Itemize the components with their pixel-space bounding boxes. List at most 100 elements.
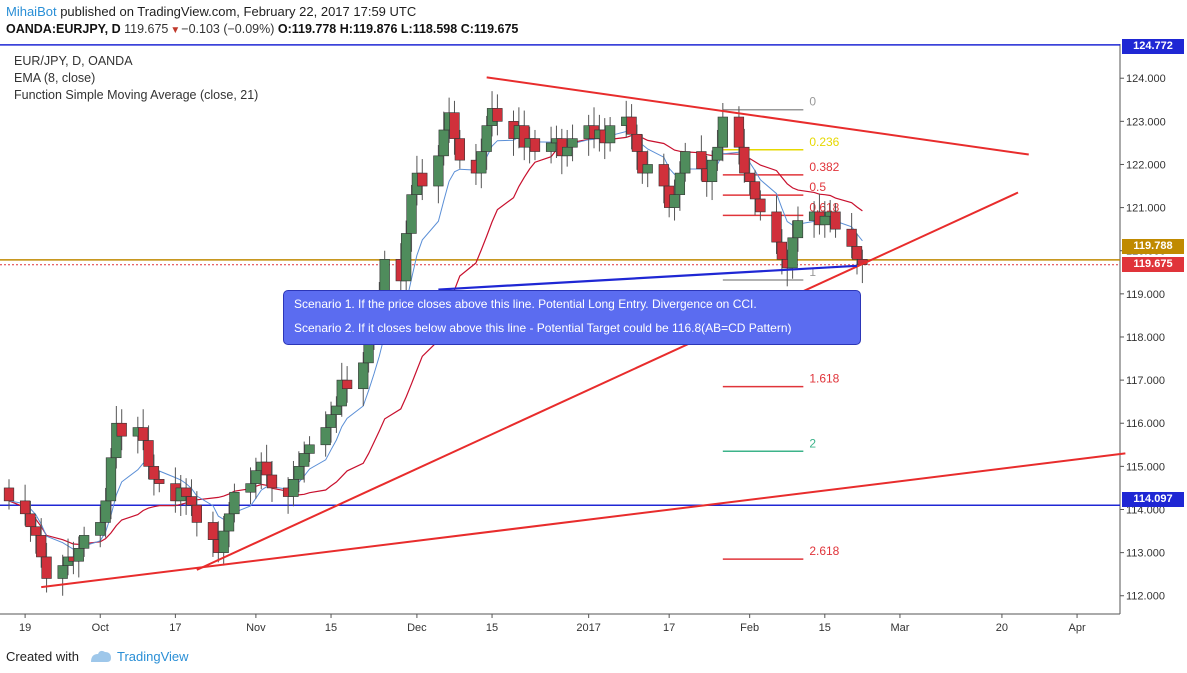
candle-body — [637, 151, 648, 174]
candle-body — [30, 526, 41, 536]
candle-body — [41, 556, 52, 579]
candle-body — [706, 159, 718, 183]
fib-label-2.618: 2.618 — [809, 544, 839, 558]
quote-row: OANDA:EURJPY, D 119.675 ▼−0.103 (−0.09%) … — [6, 22, 518, 36]
last-price: 119.675 — [124, 22, 169, 36]
legend-symbol: EUR/JPY, D, OANDA — [14, 54, 133, 68]
candle-body — [288, 479, 299, 497]
price-chart[interactable]: 112.000 113.000 114.000 115.000 116.000 117.0… — [0, 0, 1187, 643]
candle-body — [186, 496, 197, 506]
y-tick-label: 124.000 — [1126, 73, 1166, 85]
candle-body — [148, 466, 160, 480]
candle-body — [73, 548, 84, 562]
candle-body — [25, 513, 36, 528]
candle-body — [336, 379, 347, 407]
candle-body — [787, 237, 798, 269]
candle-body — [320, 427, 331, 446]
candle-body — [36, 535, 47, 558]
candle-body — [229, 491, 240, 515]
candle-body — [717, 116, 728, 148]
candle-body — [100, 500, 111, 523]
x-tick-label: 2017 — [576, 622, 600, 634]
candle-body — [207, 522, 219, 540]
candle-body — [771, 211, 782, 243]
candle-body — [293, 466, 304, 480]
fib-label-1: 1 — [809, 265, 816, 279]
candle-body — [631, 133, 643, 152]
fib-label-0.5: 0.5 — [809, 180, 826, 194]
fib-label-2: 2 — [809, 436, 816, 450]
candle-body — [744, 172, 755, 183]
candle-body — [245, 483, 256, 493]
x-tick-label: 17 — [663, 622, 675, 634]
x-tick-label: Oct — [92, 622, 109, 634]
scenario-1-text: Scenario 1. If the price closes above th… — [294, 297, 757, 311]
candle-body — [529, 138, 541, 152]
candle-body — [325, 414, 337, 428]
y-tick-label: 121.000 — [1126, 203, 1166, 215]
candle-body — [696, 151, 707, 170]
candle-body — [626, 116, 637, 135]
candle-body — [111, 422, 122, 459]
candle-body — [95, 522, 106, 536]
tradingview-link[interactable]: TradingView — [117, 649, 189, 664]
blue-trendline — [438, 264, 858, 291]
tradingview-logo-icon[interactable] — [89, 648, 113, 669]
price-tag-top: 124.772 — [1122, 39, 1184, 54]
candle-body — [438, 129, 449, 157]
candle-body — [223, 513, 235, 532]
candle-body — [105, 457, 117, 502]
publish-info: MihaiBot published on TradingView.com, F… — [6, 4, 416, 19]
candle-body — [266, 474, 278, 489]
candle-body — [492, 108, 503, 122]
candle-body — [519, 125, 530, 148]
candle-body — [680, 151, 691, 174]
y-tick-label: 113.000 — [1126, 548, 1165, 560]
symbol-label: OANDA:EURJPY, D — [6, 22, 121, 36]
x-tick-label: 15 — [325, 622, 337, 634]
author-link[interactable]: MihaiBot — [6, 4, 57, 19]
candle-body — [180, 487, 192, 497]
candle-body — [830, 211, 841, 230]
candle-body — [401, 233, 412, 282]
fib-label-1.618: 1.618 — [809, 372, 839, 386]
y-tick-label: 115.000 — [1126, 461, 1165, 473]
candle-body — [299, 453, 310, 467]
scenario-annotation[interactable]: Scenario 1. If the price closes above th… — [283, 290, 861, 345]
trendline-upper-descending — [486, 76, 1029, 156]
candle-body — [3, 487, 15, 502]
candle-body — [669, 194, 680, 208]
candle-body — [642, 164, 653, 174]
candle-body — [154, 479, 165, 484]
candle-body — [846, 228, 857, 247]
candle-body — [792, 220, 804, 239]
x-tick-label: 20 — [996, 622, 1008, 634]
candle-body — [819, 215, 830, 226]
candle-body — [57, 565, 68, 579]
scenario-2-text: Scenario 2. If it closes below above thi… — [294, 321, 792, 335]
candle-body — [250, 470, 262, 484]
footer: Created with TradingView — [0, 643, 1187, 673]
price-tag-orange: 119.788 — [1122, 239, 1184, 254]
trendline-long-support — [41, 452, 1126, 589]
change-value: −0.103 (−0.09%) — [181, 22, 275, 36]
header-bar: MihaiBot published on TradingView.com, F… — [0, 0, 1187, 42]
y-tick-label: 114.000 — [1126, 504, 1165, 516]
candle-body — [658, 164, 669, 187]
y-tick-label: 122.000 — [1126, 159, 1166, 171]
candle-body — [454, 138, 465, 161]
candle-body — [191, 504, 202, 523]
fib-label-0: 0 — [809, 95, 816, 109]
candle-body — [674, 172, 686, 195]
candle-body — [733, 116, 745, 148]
down-arrow-icon: ▼ — [170, 25, 181, 36]
candle-body — [776, 241, 787, 260]
candle-body — [379, 259, 390, 295]
candle-body — [79, 535, 90, 549]
y-tick-label: 119.000 — [1126, 289, 1165, 301]
candle-body — [331, 405, 342, 415]
candle-body — [261, 461, 272, 476]
x-tick-label: Dec — [407, 622, 427, 634]
candle-body — [138, 427, 149, 441]
candle-body — [143, 440, 154, 467]
